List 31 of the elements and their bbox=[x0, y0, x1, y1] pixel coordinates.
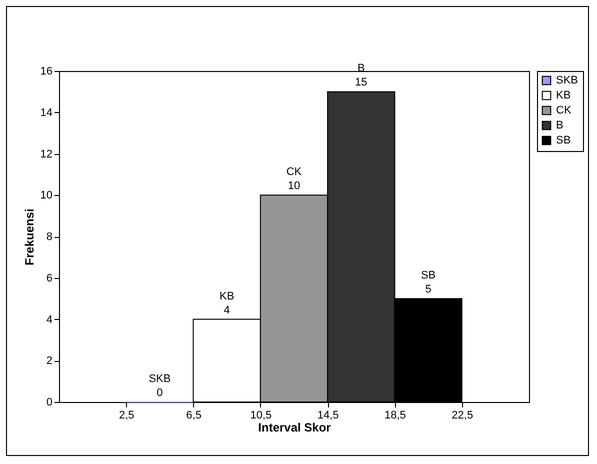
x-tick-label: 18,5 bbox=[384, 410, 406, 422]
legend-label: B bbox=[556, 120, 564, 132]
data-label: 4 bbox=[224, 304, 230, 316]
y-tick-label: 12 bbox=[40, 148, 52, 160]
x-axis-title: Interval Skor bbox=[258, 420, 332, 434]
text: SB bbox=[420, 270, 436, 282]
legend-label: SKB bbox=[556, 74, 578, 86]
y-tick-label: 6 bbox=[46, 272, 52, 284]
data-label: 0 bbox=[156, 387, 163, 399]
data-label: 10 bbox=[288, 180, 300, 192]
y-tick-label: 8 bbox=[46, 231, 52, 243]
legend-label: KB bbox=[556, 90, 571, 102]
y-tick-label: 0 bbox=[46, 396, 52, 408]
legend-label: SB bbox=[556, 134, 571, 146]
y-tick-label: 10 bbox=[40, 190, 52, 202]
text: KB bbox=[220, 290, 234, 302]
y-tick-label: 16 bbox=[40, 66, 52, 78]
x-tick-label: 14,5 bbox=[317, 410, 339, 422]
data-label: 5 bbox=[425, 284, 432, 296]
y-tick-label: 14 bbox=[40, 106, 52, 119]
y-axis-title: Frekuensi bbox=[22, 208, 36, 266]
x-tick-label: 10,5 bbox=[250, 410, 272, 422]
y-tick-label: 2 bbox=[46, 355, 52, 368]
x-tick-label: 6,5 bbox=[186, 410, 202, 422]
x-tick-label: 2,5 bbox=[118, 410, 134, 422]
x-tick-label: 22,5 bbox=[452, 410, 474, 422]
text: SKB bbox=[148, 373, 171, 385]
text: CK bbox=[286, 166, 302, 178]
legend-label: CK bbox=[556, 104, 572, 116]
y-tick-label: 4 bbox=[46, 314, 52, 326]
data-label: 15 bbox=[355, 76, 368, 89]
